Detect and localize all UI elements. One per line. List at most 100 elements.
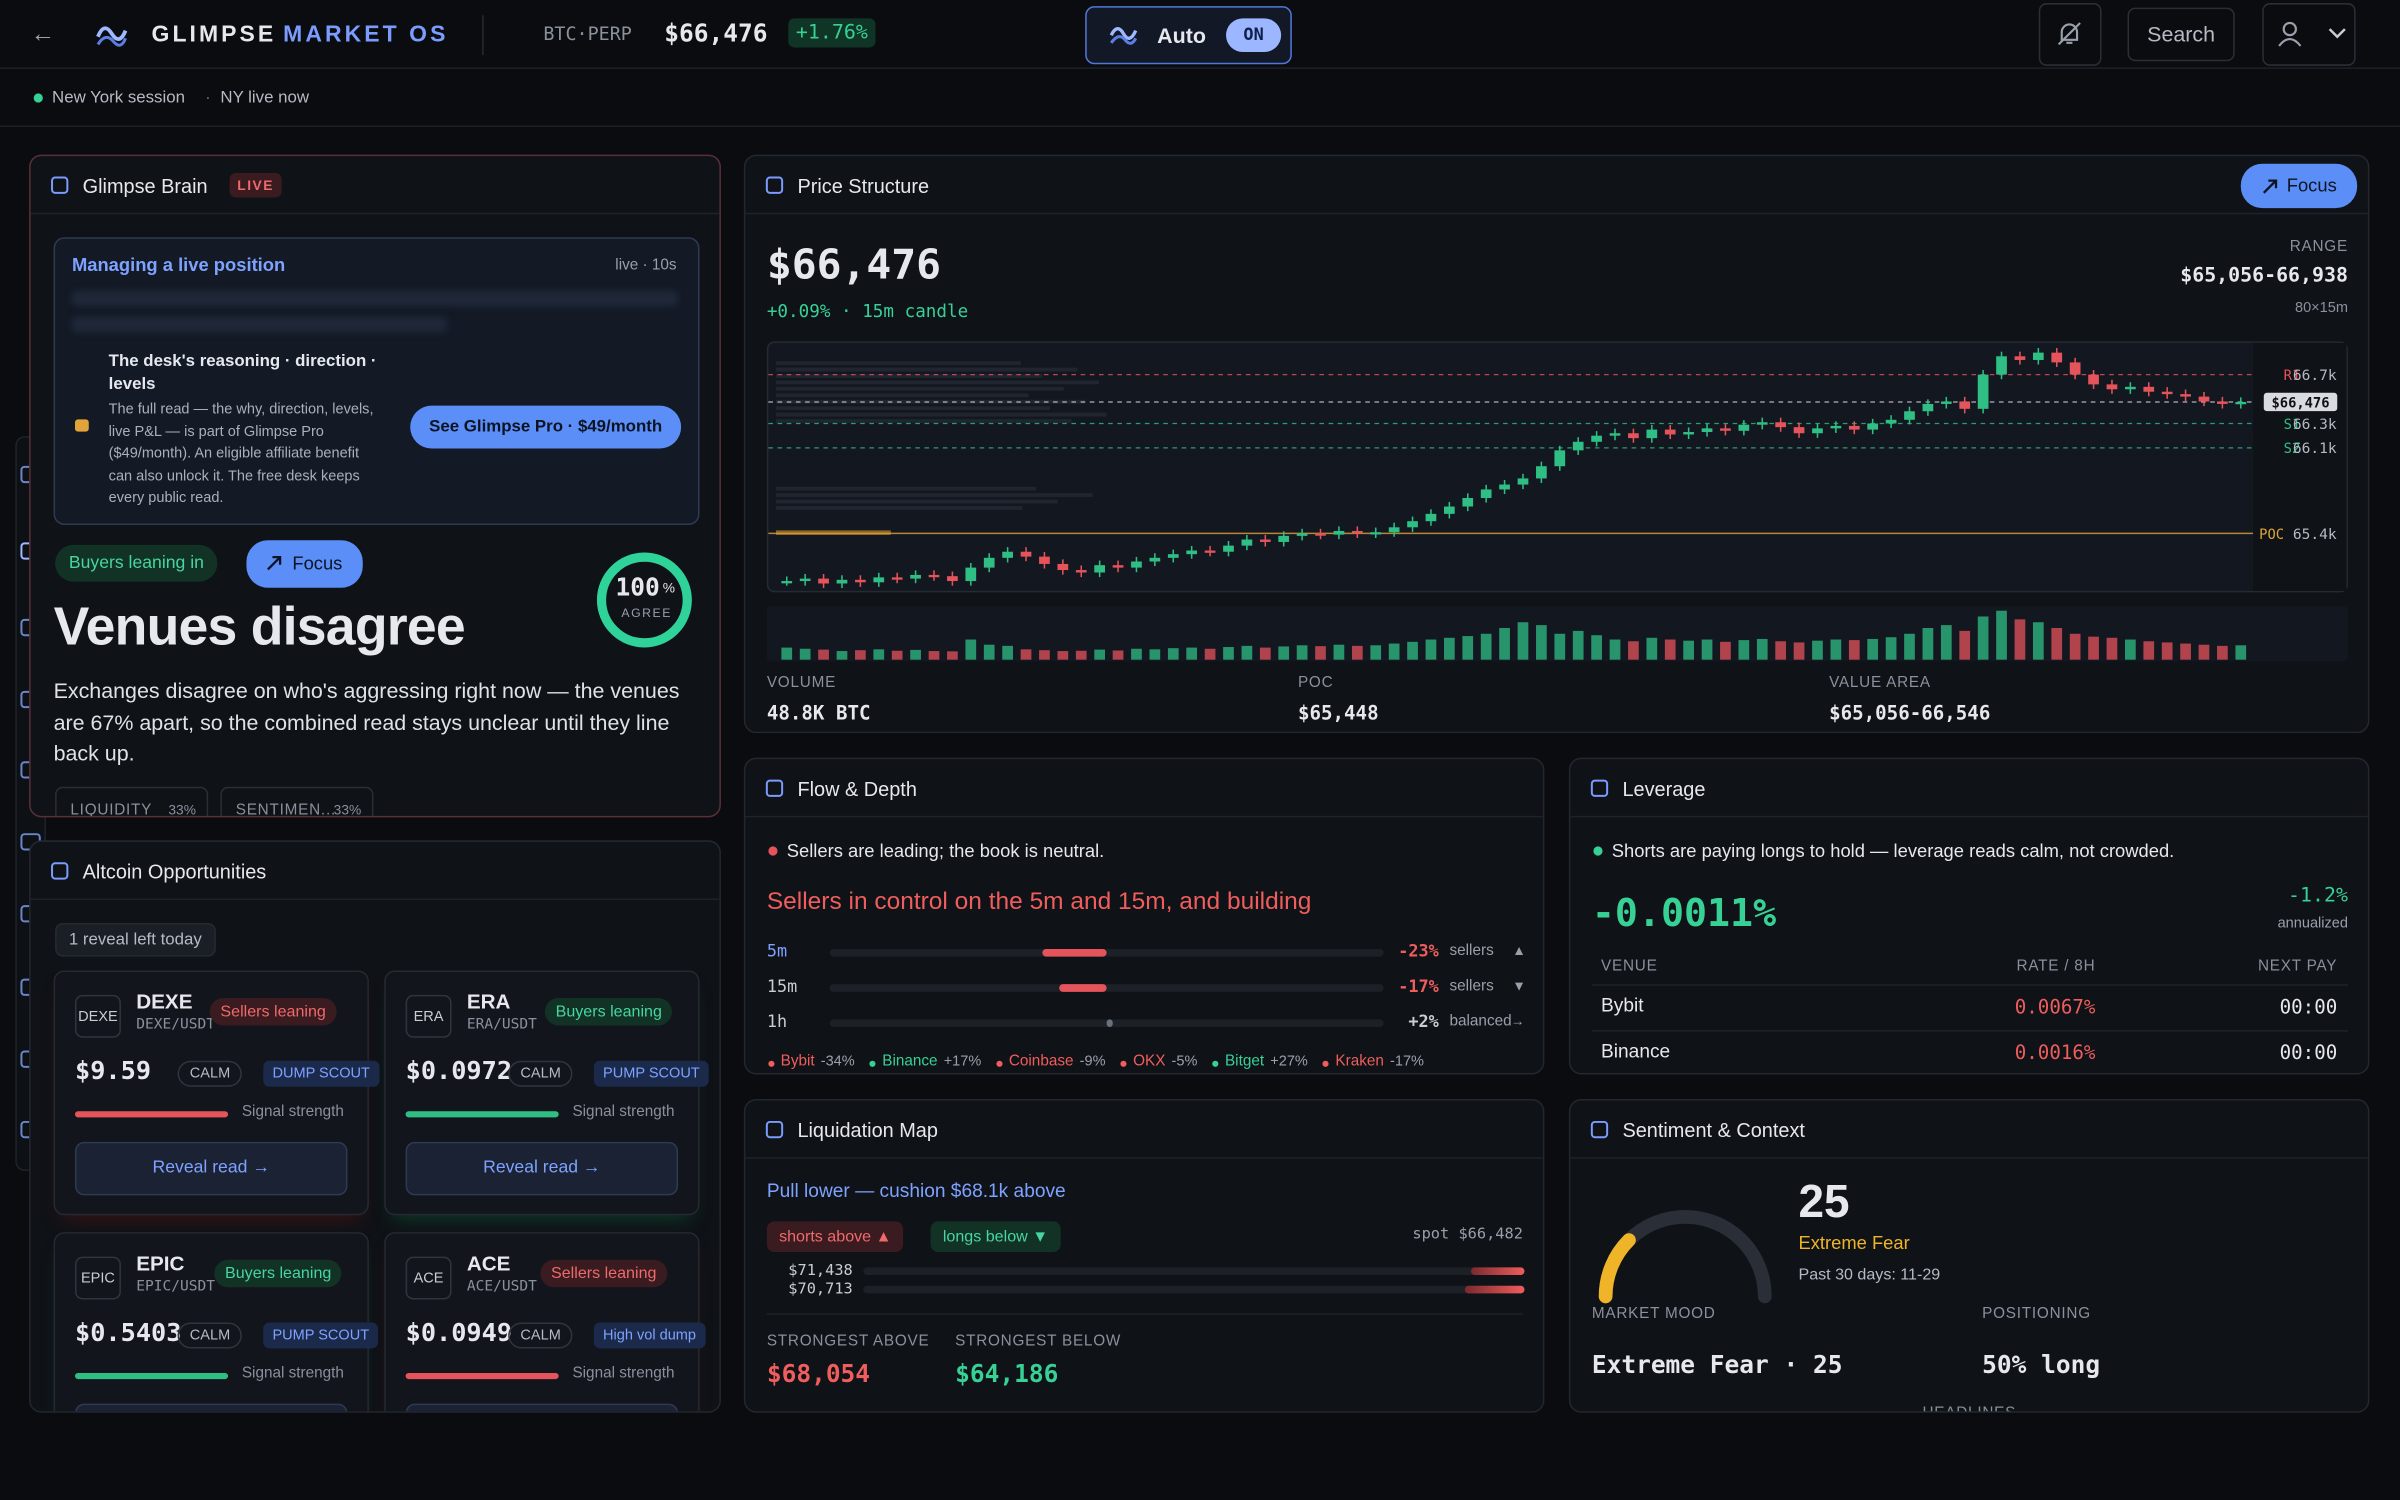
- flow-panel: Flow & Depth Sellers are leading; the boo…: [743, 757, 1545, 1075]
- volume-bar: [1443, 637, 1455, 660]
- panel-title: Sentiment & Context: [1622, 1118, 1805, 1142]
- depth-band: [776, 393, 1029, 398]
- candle-body: [1683, 432, 1694, 435]
- pro-cta[interactable]: See Glimpse Pro · $49/month: [410, 405, 682, 449]
- auto-icon: [1109, 27, 1138, 45]
- volume-bar: [1131, 648, 1142, 660]
- top-bar: [0, 0, 2400, 69]
- candle-body: [2161, 391, 2173, 395]
- candle-body: [1223, 545, 1234, 552]
- candle-body: [1315, 533, 1326, 536]
- volume-bar: [2161, 642, 2173, 660]
- venue-dot: [870, 1060, 877, 1067]
- candle-body: [1996, 356, 2007, 375]
- candle-body: [1407, 521, 1418, 528]
- venue-name: OKX: [1133, 1053, 1166, 1070]
- price: $66,476: [766, 241, 942, 290]
- panel-title: Glimpse Brain: [82, 174, 208, 198]
- icon-shape: [51, 176, 69, 194]
- candle-body: [1756, 422, 1768, 425]
- shorts-chip: shorts above ▲: [766, 1221, 904, 1253]
- metric-chip: LIQUIDITY 33%: [55, 786, 209, 818]
- leverage-panel: Leverage Shorts are paying longs to hold …: [1568, 757, 2370, 1075]
- headline: Venues disagree: [53, 596, 466, 657]
- stat-label: VALUE AREA: [1829, 674, 1931, 692]
- volume-bar: [2143, 641, 2155, 660]
- strength-label: Signal strength: [241, 1103, 344, 1121]
- candle-body: [1131, 561, 1142, 568]
- candle-body: [818, 578, 829, 584]
- body-text: Exchanges disagree on who's aggressing r…: [53, 678, 680, 766]
- candle-body: [1259, 539, 1271, 542]
- column-header: VENUE: [1601, 958, 1658, 975]
- candle-body: [836, 579, 848, 584]
- volume-bar: [1996, 610, 2007, 660]
- volume-bar: [1572, 630, 1584, 660]
- panel-title: Price Structure: [797, 174, 930, 198]
- coin-price: $0.5403: [74, 1317, 182, 1347]
- reveal-button[interactable]: Reveal read →: [74, 1403, 348, 1412]
- reveal-button[interactable]: Reveal read →: [405, 1403, 679, 1412]
- user-menu[interactable]: [2262, 3, 2356, 66]
- flow-arrow: →: [1510, 1013, 1525, 1029]
- strength-bar: [405, 1372, 559, 1380]
- flow-bar: [1042, 948, 1107, 957]
- candle-body: [2125, 386, 2136, 390]
- candle-body: [855, 579, 866, 583]
- range-meta: 80×15m: [2294, 299, 2348, 317]
- icon-shape: [1590, 779, 1609, 797]
- strength-label: Signal strength: [572, 1365, 675, 1383]
- coin-pair: EPIC/USDT: [136, 1278, 216, 1295]
- volume-bar: [873, 649, 885, 660]
- auto-state[interactable]: ON: [1226, 18, 1282, 53]
- back-button[interactable]: ←: [30, 21, 56, 48]
- coin-icon: EPIC: [74, 1256, 121, 1300]
- divider: [766, 1313, 1523, 1315]
- volume-bar: [781, 647, 793, 660]
- agree-gauge: [596, 552, 692, 648]
- alerts-button[interactable]: [2038, 3, 2102, 66]
- regime-pill: CALM: [508, 1060, 574, 1087]
- position-card: [53, 237, 700, 525]
- candle-body: [910, 574, 921, 579]
- venue-dot: [1120, 1060, 1127, 1067]
- depth-band: [776, 406, 1050, 411]
- volume-bar: [1683, 640, 1694, 660]
- flow-bar: [1106, 1019, 1113, 1028]
- volume-bar: [1977, 616, 1989, 660]
- candle-body: [1701, 428, 1713, 433]
- volume-bar: [1370, 645, 1382, 660]
- volume-bar: [1646, 637, 1658, 660]
- icon-shape: [765, 779, 784, 797]
- icon-shape: [1590, 1120, 1609, 1139]
- volume-bar: [1351, 645, 1363, 660]
- stat-value: $65,448: [1297, 701, 1379, 724]
- volume-chart: [781, 610, 2247, 660]
- volume-bar: [1701, 639, 1713, 660]
- volume-bar: [1720, 641, 1731, 660]
- panel-header: [1570, 1101, 2368, 1159]
- mood: Extreme Fear: [1798, 1232, 1910, 1254]
- price-panel: Price Structure Focus $66,476 +0.09% · 15m …: [743, 154, 2370, 734]
- depth-band: [776, 493, 1093, 497]
- column-header: NEXT PAY: [2257, 958, 2338, 975]
- focus-button[interactable]: Focus: [246, 540, 363, 588]
- row-divider: [1591, 984, 2348, 986]
- reveal-button[interactable]: Reveal read →: [74, 1141, 348, 1196]
- volume-bar: [1278, 646, 1290, 660]
- chip-label: LIQUIDITY: [70, 802, 153, 818]
- search-button[interactable]: Search: [2127, 7, 2235, 62]
- reveal-button[interactable]: Reveal read →: [405, 1141, 679, 1196]
- price-change: +0.09% · 15m candle: [766, 299, 969, 322]
- icon-shape: [765, 1120, 784, 1139]
- fear-greed-gauge: [1598, 1209, 1772, 1304]
- volume-bar: [2235, 645, 2247, 660]
- candle-body: [1094, 565, 1106, 573]
- range: Past 30 days: 11-29: [1798, 1265, 1941, 1285]
- depth-band: [776, 380, 1099, 385]
- volume-bar: [1591, 635, 1602, 660]
- volume-bar: [965, 639, 977, 660]
- focus-button[interactable]: Focus: [2240, 163, 2358, 209]
- candle-body: [1388, 527, 1400, 533]
- candle-body: [1830, 425, 1842, 429]
